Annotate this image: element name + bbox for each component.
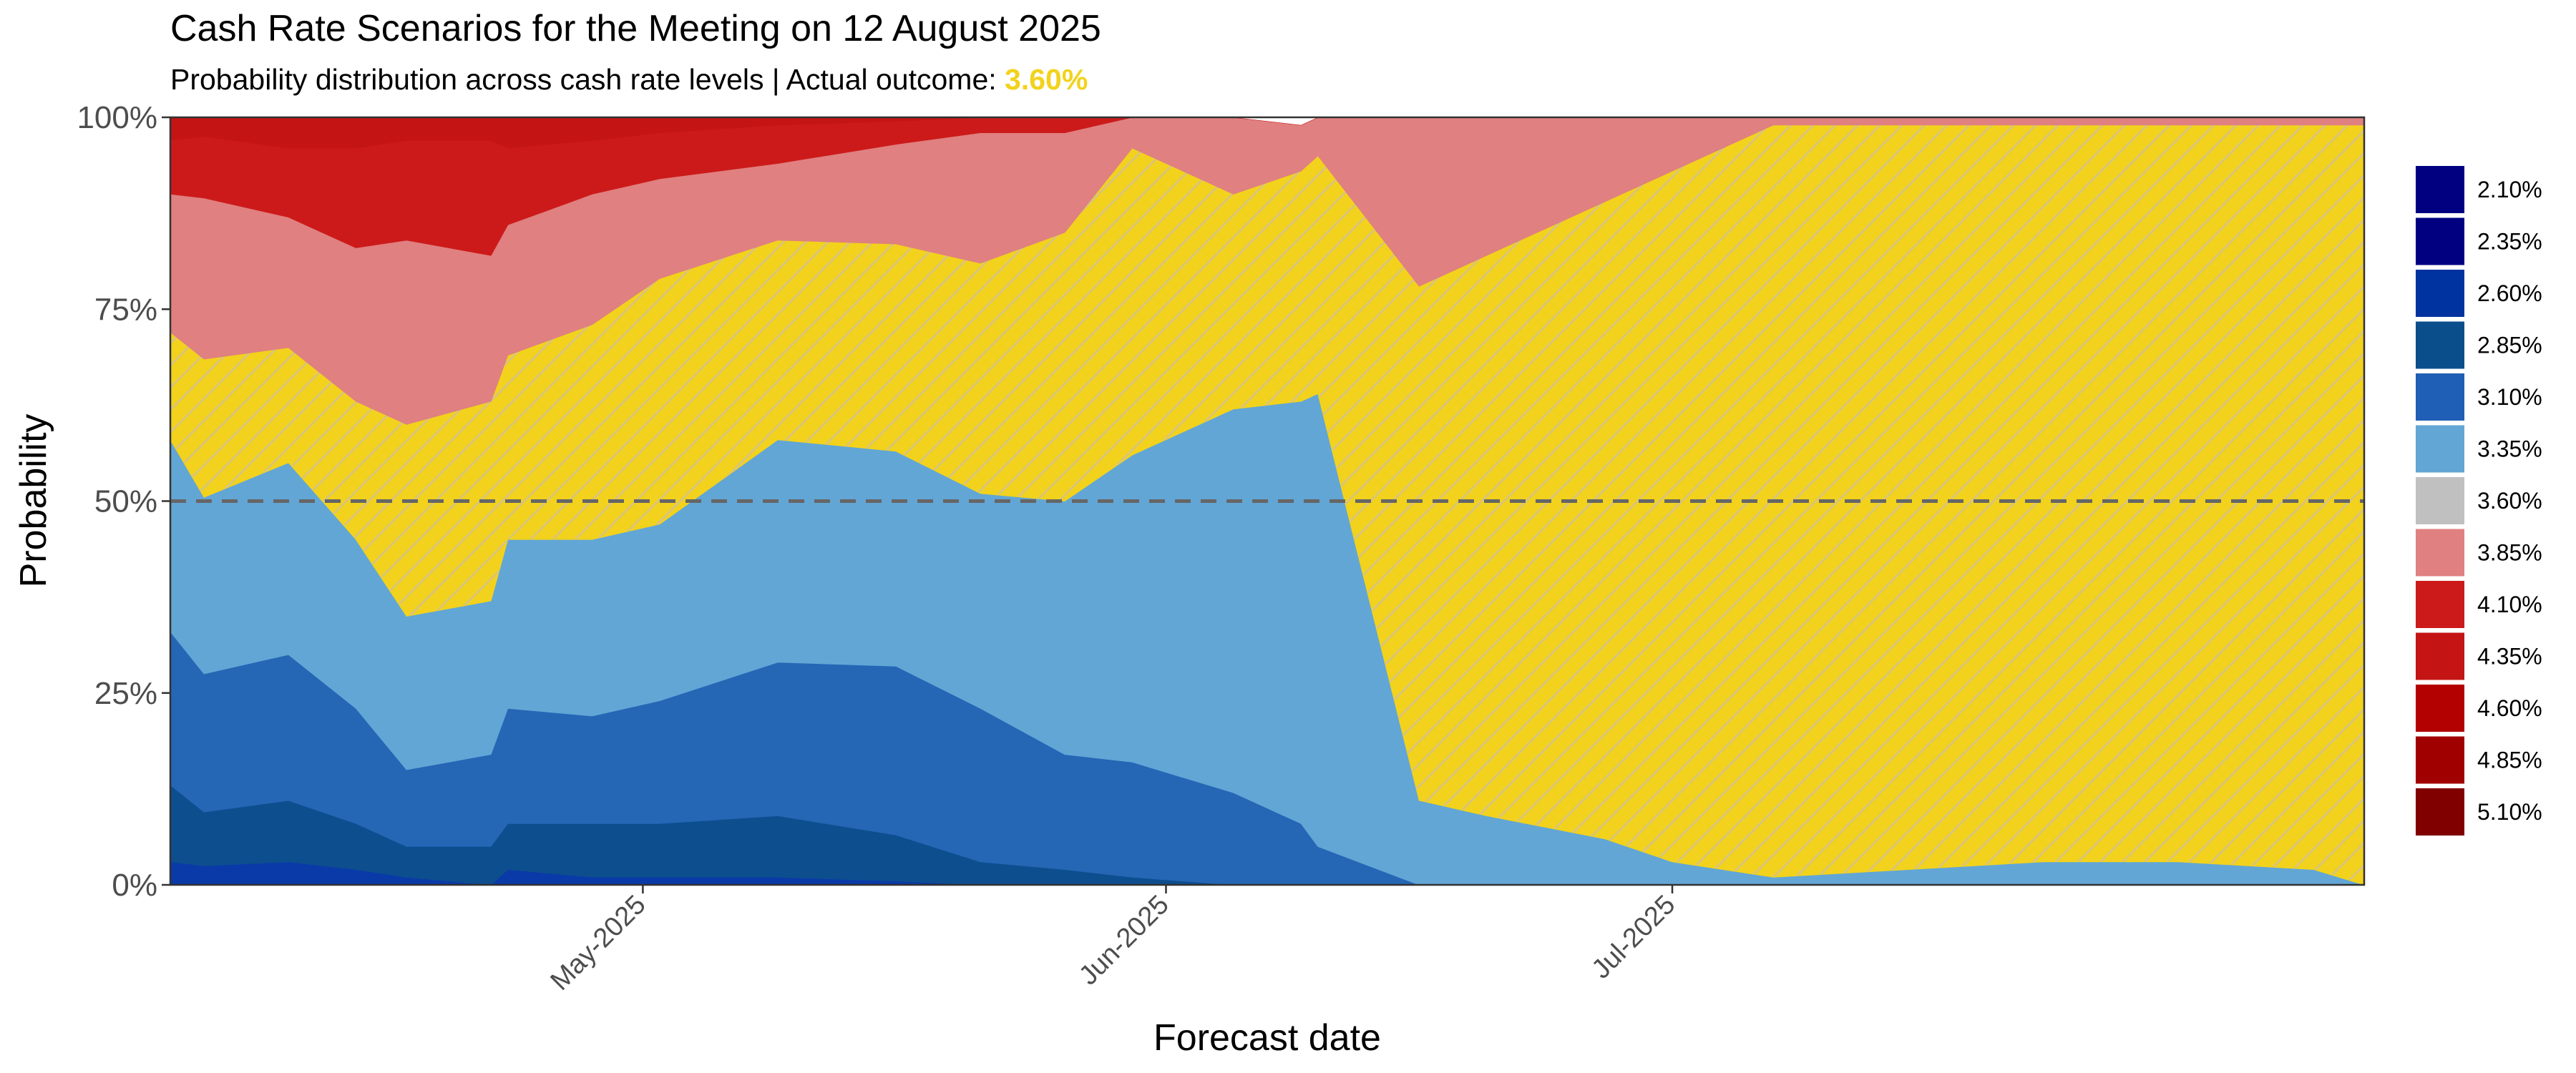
legend-label: 2.85% xyxy=(2477,333,2542,358)
legend-label: 3.60% xyxy=(2477,488,2542,514)
legend-swatch xyxy=(2416,217,2464,265)
legend-label: 3.10% xyxy=(2477,384,2542,410)
legend-swatch xyxy=(2416,632,2464,680)
legend-swatch xyxy=(2416,373,2464,421)
y-tick-label: 100% xyxy=(77,100,157,135)
x-tick-label: Jul-2025 xyxy=(1586,890,1682,985)
x-tick-label: Jun-2025 xyxy=(1073,890,1175,991)
legend-label: 4.85% xyxy=(2477,748,2542,773)
legend-swatch xyxy=(2416,788,2464,836)
area-layers xyxy=(170,117,2364,885)
legend-label: 4.35% xyxy=(2477,644,2542,670)
chart-subtitle: Probability distribution across cash rat… xyxy=(170,63,1088,97)
legend-swatch xyxy=(2416,321,2464,369)
legend-label: 2.10% xyxy=(2477,177,2542,202)
legend-label: 5.10% xyxy=(2477,799,2542,825)
y-tick-label: 75% xyxy=(94,292,157,327)
legend-swatch xyxy=(2416,270,2464,317)
legend-swatch xyxy=(2416,425,2464,473)
x-axis: May-2025 Jun-2025 Jul-2025 xyxy=(545,885,1682,996)
legend-swatch xyxy=(2416,166,2464,213)
legend-label: 4.60% xyxy=(2477,695,2542,721)
actual-outcome-value: 3.60% xyxy=(1005,63,1088,96)
legend-swatch xyxy=(2416,477,2464,524)
subtitle-text: Probability distribution across cash rat… xyxy=(170,63,1005,96)
legend-label: 4.10% xyxy=(2477,592,2542,617)
y-tick-label: 50% xyxy=(94,484,157,519)
y-tick-label: 0% xyxy=(112,868,157,903)
y-tick-label: 25% xyxy=(94,676,157,711)
legend-swatch xyxy=(2416,736,2464,784)
y-axis: 0% 25% 50% 75% 100% xyxy=(77,100,170,903)
legend: 2.10% 2.35% 2.60% 2.85% 3.10% 3.35% 3.60% 3.85%… xyxy=(2416,166,2542,836)
legend-swatch xyxy=(2416,685,2464,732)
legend-label: 2.60% xyxy=(2477,280,2542,306)
chart-title: Cash Rate Scenarios for the Meeting on 1… xyxy=(170,8,1101,49)
legend-label: 3.85% xyxy=(2477,540,2542,566)
legend-swatch xyxy=(2416,529,2464,577)
x-tick-label: May-2025 xyxy=(545,890,652,996)
y-axis-title: Probability xyxy=(13,414,54,588)
legend-label: 2.35% xyxy=(2477,229,2542,255)
x-axis-title: Forecast date xyxy=(1153,1017,1381,1059)
legend-label: 3.35% xyxy=(2477,436,2542,462)
area-series-4-35pct xyxy=(170,117,2364,149)
legend-swatch xyxy=(2416,581,2464,628)
unallocated-probability-gap xyxy=(170,117,2364,125)
